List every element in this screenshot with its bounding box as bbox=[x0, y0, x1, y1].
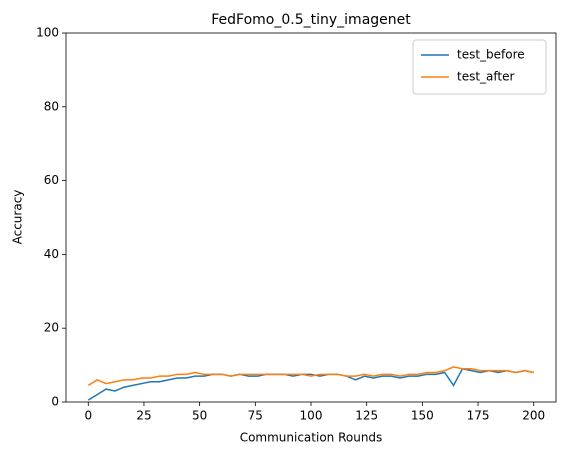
y-tick-label: 100 bbox=[36, 26, 59, 40]
x-tick-label: 75 bbox=[248, 409, 263, 423]
plot-frame bbox=[65, 32, 557, 403]
line-series bbox=[87, 367, 534, 401]
y-tick-label: 60 bbox=[44, 173, 59, 187]
y-tick-label: 0 bbox=[51, 395, 59, 409]
legend-box bbox=[412, 39, 547, 95]
y-tick-label: 80 bbox=[44, 99, 59, 113]
x-tick-label: 125 bbox=[355, 409, 378, 423]
legend: test_before test_after bbox=[412, 39, 547, 95]
y-tick-label: 20 bbox=[44, 321, 59, 335]
x-tick-label: 175 bbox=[467, 409, 490, 423]
x-tick-label: 200 bbox=[522, 409, 545, 423]
x-tick-label: 0 bbox=[84, 409, 92, 423]
x-tick-label: 25 bbox=[136, 409, 151, 423]
chart-title: FedFomo_0.5_tiny_imagenet bbox=[211, 12, 411, 28]
legend-label: test_after bbox=[457, 70, 515, 84]
x-tick-label: 50 bbox=[192, 409, 207, 423]
x-axis-label: Communication Rounds bbox=[240, 431, 383, 445]
y-axis-label: Accuracy bbox=[11, 190, 25, 245]
legend-label: test_before bbox=[457, 48, 525, 62]
x-tick-label: 100 bbox=[300, 409, 323, 423]
line-series bbox=[87, 366, 534, 387]
x-tick-label: 150 bbox=[411, 409, 434, 423]
y-tick-label: 40 bbox=[44, 247, 59, 261]
